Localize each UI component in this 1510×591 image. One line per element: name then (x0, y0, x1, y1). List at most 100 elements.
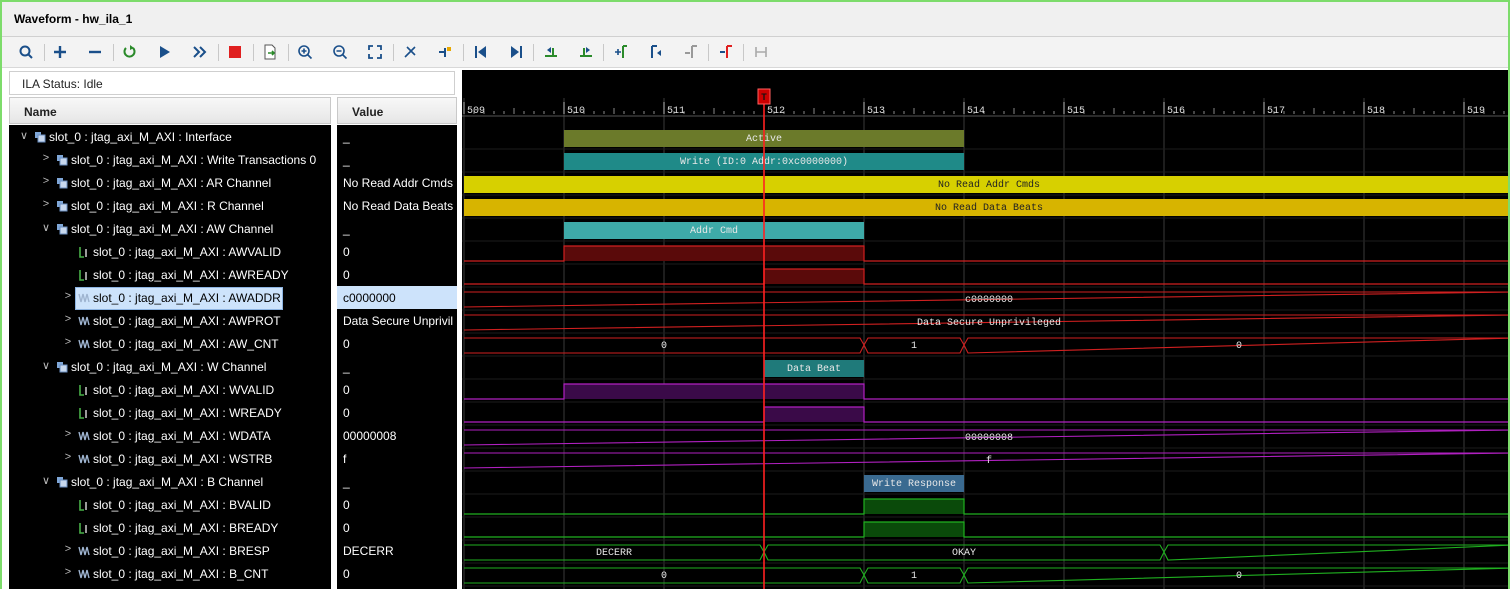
transaction-label: Data Beat (787, 364, 841, 375)
prev-transition-button[interactable] (539, 40, 563, 64)
ruler-tick-label: 512 (767, 106, 785, 117)
bus-value-label: DECERR (596, 548, 632, 559)
chevron-right-icon[interactable]: > (64, 336, 72, 348)
panel-splitter[interactable] (457, 70, 462, 589)
export-button[interactable] (258, 40, 282, 64)
signal-name: slot_0 : jtag_axi_M_AXI : B_CNT (93, 567, 269, 581)
signal-value: DECERR (343, 544, 394, 558)
signal-value-row[interactable]: 0 (337, 493, 457, 516)
prev-marker-button[interactable] (644, 40, 668, 64)
signal-value-row[interactable]: Data Secure Unprivil (337, 309, 457, 332)
toolbar-separator (44, 44, 45, 61)
run-trigger-immediate-button[interactable] (118, 40, 142, 64)
signal-value-row[interactable]: _ (337, 125, 457, 148)
signal-row[interactable]: > slot_0 : jtag_axi_M_AXI : WSTRB (9, 447, 331, 470)
signal-row[interactable]: ∨ slot_0 : jtag_axi_M_AXI : W Channel (9, 355, 331, 378)
run-trigger-button[interactable] (153, 40, 177, 64)
signal-value: 0 (343, 383, 350, 397)
value-column-header[interactable]: Value (337, 97, 457, 124)
zoom-in-button[interactable] (293, 40, 317, 64)
signal-row[interactable]: > slot_0 : jtag_axi_M_AXI : AW_CNT (9, 332, 331, 355)
marker-icon (439, 47, 451, 57)
ruler-tick-label: 518 (1367, 106, 1385, 117)
signal-value-row[interactable]: DECERR (337, 539, 457, 562)
signal-row[interactable]: > slot_0 : jtag_axi_M_AXI : BRESP (9, 539, 331, 562)
chevron-right-icon[interactable]: > (64, 543, 72, 555)
zoom-out-button[interactable] (328, 40, 352, 64)
signal-value-row[interactable]: 0 (337, 378, 457, 401)
marker-button[interactable] (433, 40, 457, 64)
signal-row[interactable]: slot_0 : jtag_axi_M_AXI : WREADY (9, 401, 331, 424)
signal-value-row[interactable]: _ (337, 148, 457, 171)
swap-cursors-button[interactable] (714, 40, 738, 64)
search-button[interactable] (14, 40, 38, 64)
go-to-end-button[interactable] (504, 40, 528, 64)
signal-value-row[interactable]: 0 (337, 401, 457, 424)
chevron-right-icon[interactable]: > (64, 566, 72, 578)
remove-button[interactable] (83, 40, 107, 64)
cursor-button[interactable] (398, 40, 422, 64)
signal-value-row[interactable]: No Read Data Beats (337, 194, 457, 217)
signal-value-row[interactable]: f (337, 447, 457, 470)
chevron-down-icon[interactable]: ∨ (41, 222, 51, 234)
snap-button[interactable] (749, 40, 773, 64)
remove-icon (89, 50, 101, 54)
signal-value-row[interactable]: 0 (337, 332, 457, 355)
stop-button[interactable] (223, 40, 247, 64)
chevron-right-icon[interactable]: > (42, 175, 50, 187)
chevron-down-icon[interactable]: ∨ (19, 130, 29, 142)
signal-row[interactable]: > slot_0 : jtag_axi_M_AXI : B_CNT (9, 562, 331, 585)
name-column-header[interactable]: Name (9, 97, 331, 124)
signal-row[interactable]: slot_0 : jtag_axi_M_AXI : WVALID (9, 378, 331, 401)
signal-row[interactable]: ∨ slot_0 : jtag_axi_M_AXI : AW Channel (9, 217, 331, 240)
signal-row[interactable]: slot_0 : jtag_axi_M_AXI : BVALID (9, 493, 331, 516)
signal-value: c0000000 (343, 291, 396, 305)
bus-value-label: 0 (661, 341, 667, 352)
ruler-tick-label: 515 (1067, 106, 1085, 117)
chevron-right-icon[interactable]: > (42, 152, 50, 164)
signal-row[interactable]: slot_0 : jtag_axi_M_AXI : BREADY (9, 516, 331, 539)
chevron-right-icon[interactable]: > (64, 451, 72, 463)
chevron-right-icon[interactable]: > (64, 313, 72, 325)
signal-value-row[interactable]: 0 (337, 263, 457, 286)
go-to-start-button[interactable] (469, 40, 493, 64)
name-value-splitter[interactable] (331, 97, 337, 589)
signal-value-row[interactable]: 0 (337, 562, 457, 585)
signal-value-row[interactable]: _ (337, 217, 457, 240)
signal-value-row[interactable]: c0000000 (337, 286, 457, 309)
ruler-tick-label: 516 (1167, 106, 1185, 117)
run-fast-forward-button[interactable] (188, 40, 212, 64)
signal-row[interactable]: > slot_0 : jtag_axi_M_AXI : Write Transac… (9, 148, 331, 171)
signal-row[interactable]: > slot_0 : jtag_axi_M_AXI : R Channel (9, 194, 331, 217)
signal-value: 0 (343, 245, 350, 259)
signal-value-row[interactable]: No Read Addr Cmds (337, 171, 457, 194)
waveform-canvas[interactable]: 509510511512513514515516517518519ActiveW… (462, 70, 1508, 589)
chevron-right-icon[interactable]: > (42, 198, 50, 210)
signal-row[interactable]: ∨ slot_0 : jtag_axi_M_AXI : Interface (9, 125, 331, 148)
signal-row[interactable]: > slot_0 : jtag_axi_M_AXI : WDATA (9, 424, 331, 447)
chevron-down-icon[interactable]: ∨ (41, 475, 51, 487)
signal-value-row[interactable]: 00000008 (337, 424, 457, 447)
next-marker-button[interactable] (679, 40, 703, 64)
signal-name: slot_0 : jtag_axi_M_AXI : WREADY (93, 406, 282, 420)
signal-value-row[interactable]: _ (337, 355, 457, 378)
add-marker-button[interactable] (609, 40, 633, 64)
signal-row[interactable]: ∨ slot_0 : jtag_axi_M_AXI : B Channel (9, 470, 331, 493)
zoom-fit-button[interactable] (363, 40, 387, 64)
chevron-right-icon[interactable]: > (64, 290, 72, 302)
signal-row[interactable]: > slot_0 : jtag_axi_M_AXI : AR Channel (9, 171, 331, 194)
add-button[interactable] (48, 40, 72, 64)
signal-row[interactable]: > slot_0 : jtag_axi_M_AXI : AWPROT (9, 309, 331, 332)
next-transition-button[interactable] (574, 40, 598, 64)
signal-value-row[interactable]: 0 (337, 240, 457, 263)
signal-row[interactable]: slot_0 : jtag_axi_M_AXI : AWVALID (9, 240, 331, 263)
zoom-fit-icon (368, 45, 382, 59)
transaction-bar (864, 475, 964, 492)
chevron-down-icon[interactable]: ∨ (41, 360, 51, 372)
chevron-right-icon[interactable]: > (64, 428, 72, 440)
signal-row[interactable]: > slot_0 : jtag_axi_M_AXI : AWADDR (9, 286, 331, 310)
signal-value-row[interactable]: _ (337, 470, 457, 493)
signal-value-row[interactable]: 0 (337, 516, 457, 539)
signal-row[interactable]: slot_0 : jtag_axi_M_AXI : AWREADY (9, 263, 331, 286)
bus-value-label: 00000008 (965, 433, 1013, 444)
